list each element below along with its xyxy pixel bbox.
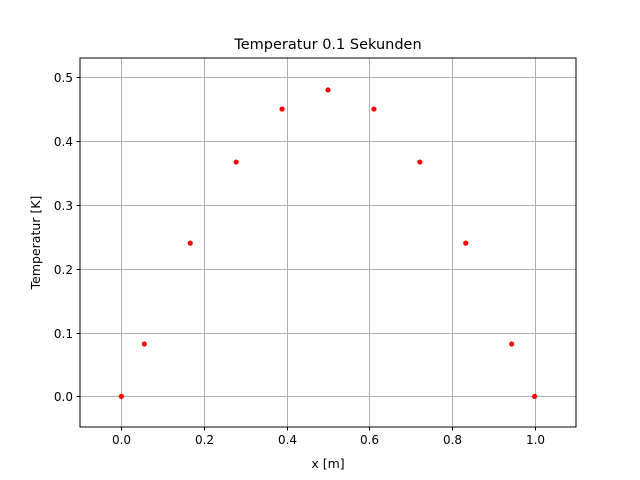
y-axis-label: Temperatur [K]	[28, 196, 43, 291]
data-points	[118, 87, 538, 399]
x-tick-label: 0.0	[112, 433, 131, 447]
y-tick-label: 0.3	[54, 199, 73, 213]
data-point	[233, 159, 239, 165]
y-tick-label: 0.2	[54, 263, 73, 277]
data-point	[279, 106, 285, 112]
x-axis-label: x [m]	[311, 456, 344, 471]
axis-ticks: 0.0 0.2 0.4 0.6 0.8 1.0 0.0 0.1 0.2 0.3 0.4 0.5	[54, 71, 545, 447]
y-tick-label: 0.1	[54, 327, 73, 341]
data-point	[141, 341, 147, 347]
x-tick-label: 1.0	[526, 433, 545, 447]
data-point	[509, 341, 515, 347]
data-point	[187, 240, 193, 246]
data-point	[463, 240, 469, 246]
chart-title: Temperatur 0.1 Sekunden	[233, 37, 421, 53]
data-point	[325, 87, 331, 93]
x-tick-label: 0.4	[278, 433, 297, 447]
x-tick-label: 0.8	[443, 433, 462, 447]
data-point	[417, 159, 423, 165]
grid	[80, 58, 576, 427]
x-tick-label: 0.6	[360, 433, 379, 447]
y-tick-label: 0.0	[54, 390, 73, 404]
data-point	[371, 106, 377, 112]
y-tick-label: 0.4	[54, 135, 73, 149]
x-tick-label: 0.2	[195, 433, 214, 447]
data-point	[118, 393, 124, 399]
data-point	[532, 393, 538, 399]
plot-area-frame	[79, 57, 577, 428]
y-tick-label: 0.5	[54, 71, 73, 85]
